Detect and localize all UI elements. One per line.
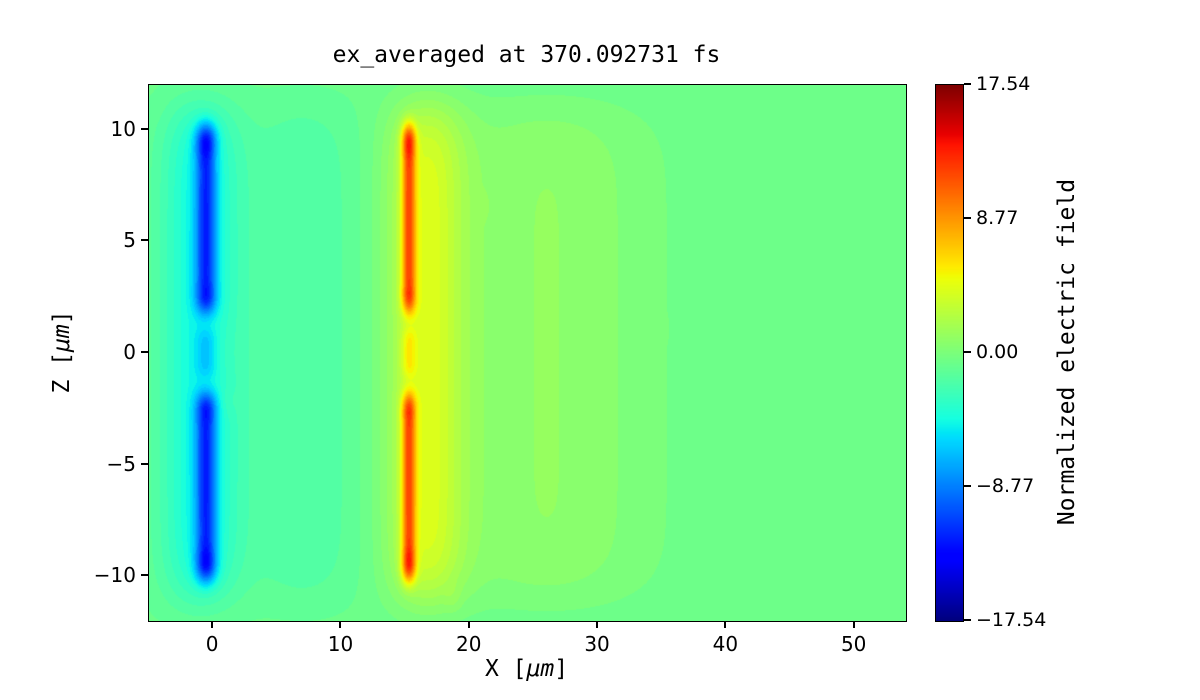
plot-area xyxy=(148,84,907,622)
x-tick-mark xyxy=(467,621,470,628)
colorbar-tick-mark xyxy=(964,619,971,621)
x-tick-label: 40 xyxy=(712,632,739,656)
x-axis-label: X [μm] xyxy=(148,656,905,682)
colorbar-canvas xyxy=(936,85,963,621)
x-tick-label: 30 xyxy=(584,632,610,656)
x-axis-label-pre: X [ xyxy=(484,656,527,682)
colorbar-tick-mark xyxy=(964,217,971,219)
x-tick-label: 10 xyxy=(327,632,354,656)
colorbar-tick-mark xyxy=(964,351,971,353)
chart-title: ex_averaged at 370.092731 fs xyxy=(332,42,721,68)
x-tick-mark xyxy=(596,621,599,628)
y-tick-mark xyxy=(141,462,148,465)
colorbar-label: Normalized electric field xyxy=(1054,178,1080,526)
y-tick-label: 5 xyxy=(123,228,136,253)
y-tick-label: −10 xyxy=(93,563,136,588)
y-tick-mark xyxy=(141,239,148,242)
colorbar-tick-label: −17.54 xyxy=(976,609,1047,631)
x-tick-label: 50 xyxy=(840,632,867,656)
x-axis-label-unit: μm xyxy=(526,656,555,682)
y-tick-mark xyxy=(141,574,148,577)
colorbar xyxy=(935,84,964,622)
colorbar-tick-mark xyxy=(964,83,971,85)
x-tick-mark xyxy=(724,621,727,628)
y-axis-label-pre: Z [ xyxy=(49,352,75,394)
y-axis-label-unit: μm xyxy=(49,324,75,353)
heatmap-canvas xyxy=(149,85,906,621)
x-tick-label: 20 xyxy=(456,632,482,656)
colorbar-tick-label: 8.77 xyxy=(976,207,1019,229)
y-tick-label: −5 xyxy=(106,451,136,476)
x-tick-mark xyxy=(339,621,342,628)
colorbar-tick-label: −8.77 xyxy=(976,475,1035,497)
x-axis-label-post: ] xyxy=(554,656,569,682)
colorbar-tick-label: 17.54 xyxy=(976,73,1031,95)
y-tick-mark xyxy=(141,127,148,130)
colorbar-tick-mark xyxy=(964,485,971,487)
y-tick-label: 0 xyxy=(123,340,136,364)
colorbar-tick-label: 0.00 xyxy=(976,341,1019,363)
y-tick-mark xyxy=(141,351,148,353)
y-axis-label: Z [μm] xyxy=(49,310,75,393)
y-tick-label: 10 xyxy=(110,116,136,141)
x-tick-mark xyxy=(852,621,855,628)
y-axis-label-post: ] xyxy=(49,310,75,325)
x-tick-label: 0 xyxy=(205,632,219,656)
x-tick-mark xyxy=(211,621,214,628)
